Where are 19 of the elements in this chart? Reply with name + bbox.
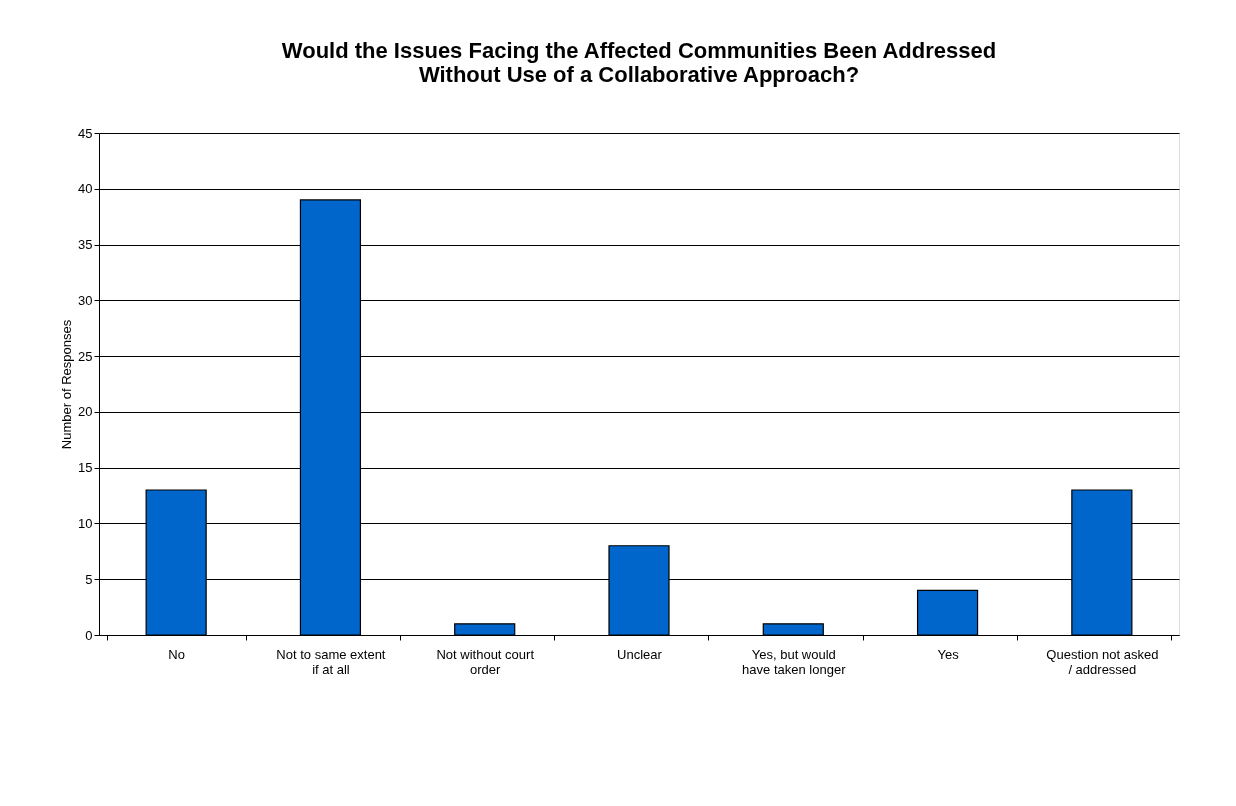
y-tick-label: 20: [78, 404, 93, 420]
x-tick-label: Unclear: [617, 646, 663, 662]
x-tick-label: Question not asked / addressed: [1046, 646, 1159, 677]
x-tick-label: Yes, but would have taken longer: [742, 646, 847, 677]
y-tick-label: 10: [78, 515, 93, 531]
y-tick-label: 25: [78, 348, 93, 364]
x-tick-label: Not to same extent if at all: [276, 646, 386, 677]
y-tick-label: 5: [85, 571, 93, 587]
y-tick-label: 35: [78, 237, 93, 253]
y-tick-label: 45: [78, 125, 93, 141]
x-tick-label: No: [168, 646, 185, 662]
y-axis-title: Number of Responses: [59, 319, 75, 450]
y-tick-label: 30: [78, 292, 93, 308]
y-tick-label: 15: [78, 460, 93, 476]
x-tick-label: Not without court order: [436, 646, 535, 677]
chart-title: Would the Issues Facing the Affected Communities Been Addressed Without Use of a Collaborative Approach?: [281, 38, 997, 87]
x-tick-label: Yes: [937, 646, 960, 662]
y-tick-label: 0: [85, 627, 93, 643]
y-tick-label: 40: [78, 181, 93, 197]
